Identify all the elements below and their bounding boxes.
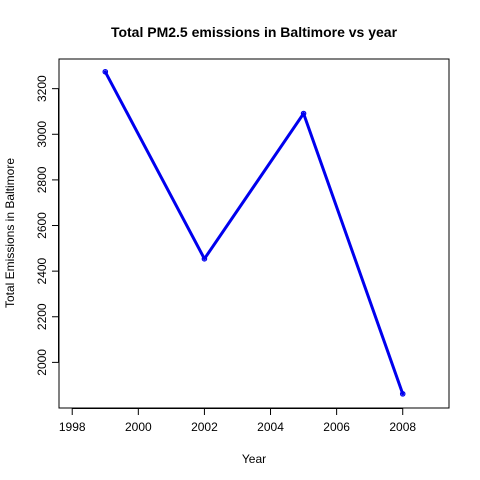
- y-tick-label: 2000: [35, 349, 49, 376]
- x-tick-label: 2006: [323, 420, 350, 434]
- chart-title: Total PM2.5 emissions in Baltimore vs ye…: [111, 24, 398, 40]
- series-layer: [102, 68, 406, 397]
- x-tick-label: 1998: [59, 420, 86, 434]
- x-axis-label: Year: [242, 452, 266, 466]
- y-tick-label: 3200: [35, 75, 49, 102]
- series-line: [103, 70, 405, 396]
- y-tick-label: 3000: [35, 121, 49, 148]
- y-tick-label: 2600: [35, 212, 49, 239]
- axis-ticks: 1998 2000 2002 2004 2006 2008 2000 2200 2400 2600…: [35, 75, 416, 434]
- y-tick-label: 2800: [35, 166, 49, 193]
- data-point: [399, 391, 406, 397]
- y-tick-label: 2400: [35, 257, 49, 284]
- data-point: [300, 110, 307, 117]
- x-tick-label: 2002: [191, 420, 218, 434]
- y-axis-label: Total Emissions in Baltimore: [3, 158, 17, 308]
- x-tick-label: 2004: [257, 420, 284, 434]
- plot-frame: [58, 58, 450, 409]
- x-tick-label: 2000: [125, 420, 152, 434]
- x-tick-label: 2008: [389, 420, 416, 434]
- data-point: [102, 68, 109, 75]
- y-tick-label: 2200: [35, 303, 49, 330]
- data-point: [201, 256, 208, 262]
